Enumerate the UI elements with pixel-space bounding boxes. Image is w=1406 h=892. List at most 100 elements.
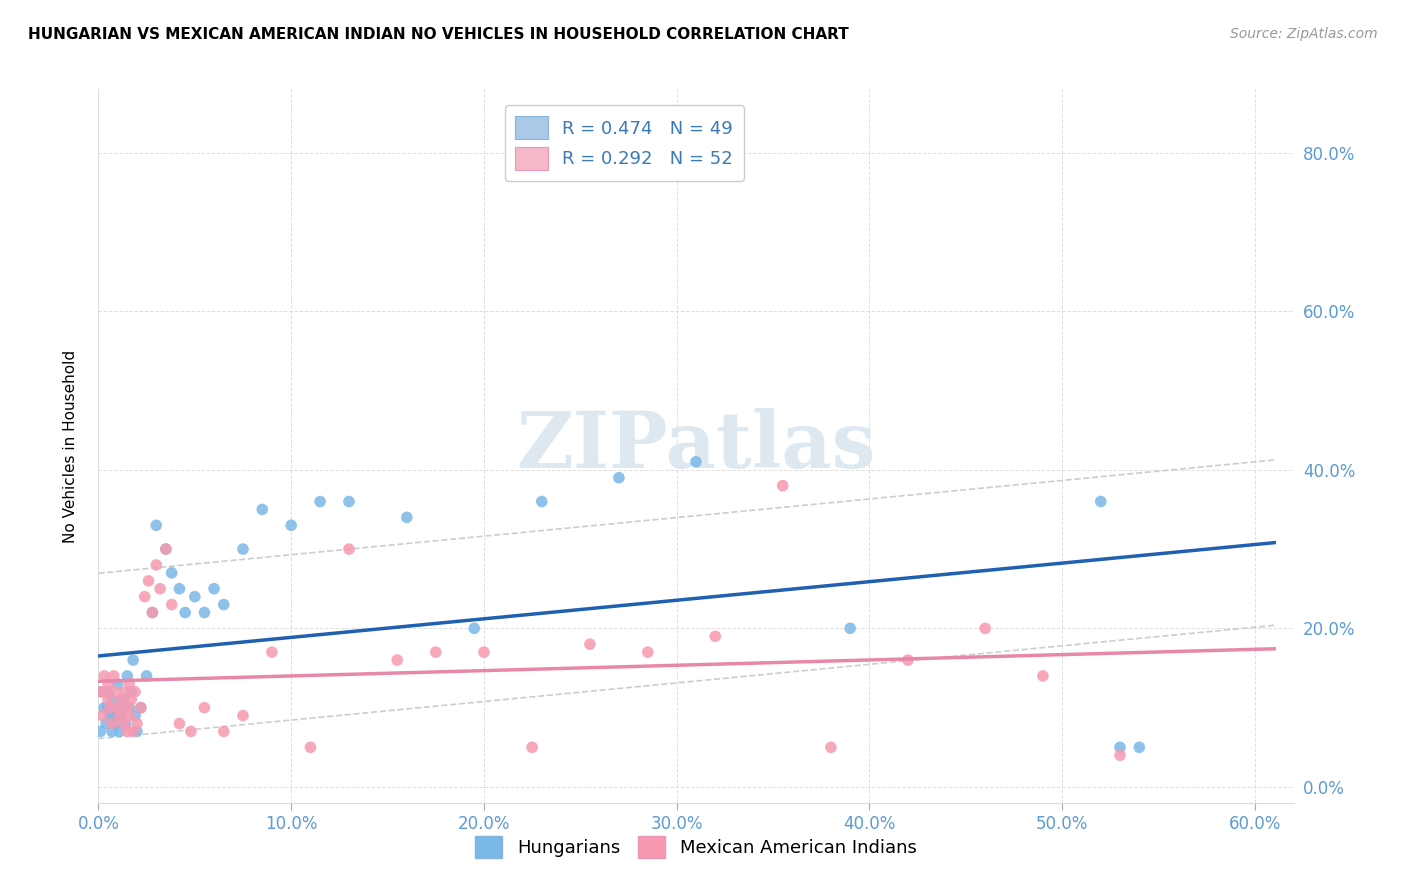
Point bbox=[91, 685, 114, 699]
Point bbox=[160, 566, 183, 580]
Point bbox=[607, 471, 630, 485]
Point bbox=[1109, 748, 1132, 763]
Point bbox=[93, 700, 115, 714]
Point bbox=[1128, 740, 1150, 755]
Point bbox=[212, 598, 235, 612]
Point bbox=[97, 700, 120, 714]
Point bbox=[89, 685, 111, 699]
Point bbox=[104, 685, 127, 699]
Point bbox=[193, 700, 215, 714]
Point bbox=[141, 606, 163, 620]
Point bbox=[202, 582, 225, 596]
Point bbox=[94, 685, 117, 699]
Point bbox=[125, 724, 148, 739]
Point bbox=[107, 700, 129, 714]
Point bbox=[232, 708, 254, 723]
Point bbox=[89, 724, 111, 739]
Point bbox=[91, 708, 114, 723]
Point bbox=[101, 692, 124, 706]
Point bbox=[129, 700, 152, 714]
Point bbox=[122, 724, 145, 739]
Point bbox=[118, 677, 141, 691]
Point bbox=[212, 724, 235, 739]
Point bbox=[108, 724, 131, 739]
Point bbox=[337, 542, 360, 557]
Point bbox=[337, 494, 360, 508]
Point bbox=[385, 653, 409, 667]
Point bbox=[897, 653, 920, 667]
Point bbox=[120, 685, 142, 699]
Point bbox=[117, 669, 139, 683]
Point bbox=[174, 606, 197, 620]
Point bbox=[637, 645, 659, 659]
Point bbox=[184, 590, 207, 604]
Point bbox=[685, 455, 707, 469]
Point bbox=[820, 740, 842, 755]
Point bbox=[107, 700, 129, 714]
Point bbox=[193, 606, 215, 620]
Point bbox=[260, 645, 283, 659]
Point bbox=[101, 724, 124, 739]
Point bbox=[118, 708, 141, 723]
Point bbox=[141, 606, 163, 620]
Point bbox=[149, 582, 172, 596]
Text: ZIPatlas: ZIPatlas bbox=[516, 408, 876, 484]
Point bbox=[974, 621, 997, 635]
Point bbox=[104, 716, 127, 731]
Point bbox=[97, 685, 120, 699]
Text: Source: ZipAtlas.com: Source: ZipAtlas.com bbox=[1230, 27, 1378, 41]
Point bbox=[114, 685, 136, 699]
Point bbox=[463, 621, 485, 635]
Point bbox=[94, 716, 117, 731]
Point bbox=[98, 708, 121, 723]
Point bbox=[309, 494, 332, 508]
Point bbox=[299, 740, 322, 755]
Point bbox=[135, 669, 157, 683]
Point bbox=[280, 518, 302, 533]
Point bbox=[169, 716, 191, 731]
Point bbox=[169, 582, 191, 596]
Point bbox=[1032, 669, 1054, 683]
Point bbox=[129, 700, 152, 714]
Point bbox=[108, 708, 131, 723]
Point bbox=[117, 700, 139, 714]
Point bbox=[395, 510, 418, 524]
Point bbox=[520, 740, 543, 755]
Y-axis label: No Vehicles in Household: No Vehicles in Household bbox=[63, 350, 77, 542]
Point bbox=[155, 542, 177, 557]
Point bbox=[98, 700, 121, 714]
Point bbox=[160, 598, 183, 612]
Point bbox=[110, 708, 132, 723]
Point bbox=[103, 669, 125, 683]
Point bbox=[839, 621, 862, 635]
Legend: Hungarians, Mexican American Indians: Hungarians, Mexican American Indians bbox=[468, 829, 924, 865]
Point bbox=[579, 637, 602, 651]
Point bbox=[120, 692, 142, 706]
Point bbox=[155, 542, 177, 557]
Point bbox=[180, 724, 202, 739]
Point bbox=[124, 708, 146, 723]
Point bbox=[122, 653, 145, 667]
Point bbox=[425, 645, 447, 659]
Point bbox=[118, 700, 141, 714]
Point bbox=[772, 478, 794, 492]
Point bbox=[112, 716, 135, 731]
Point bbox=[472, 645, 495, 659]
Point bbox=[704, 629, 727, 643]
Point bbox=[97, 677, 120, 691]
Point bbox=[93, 669, 115, 683]
Point bbox=[101, 716, 124, 731]
Point bbox=[134, 590, 156, 604]
Text: HUNGARIAN VS MEXICAN AMERICAN INDIAN NO VEHICLES IN HOUSEHOLD CORRELATION CHART: HUNGARIAN VS MEXICAN AMERICAN INDIAN NO … bbox=[28, 27, 849, 42]
Point bbox=[138, 574, 160, 588]
Point bbox=[530, 494, 553, 508]
Point bbox=[252, 502, 274, 516]
Point bbox=[125, 716, 148, 731]
Point bbox=[232, 542, 254, 557]
Point bbox=[110, 692, 132, 706]
Point bbox=[107, 677, 129, 691]
Point bbox=[103, 708, 125, 723]
Point bbox=[97, 692, 120, 706]
Point bbox=[114, 716, 136, 731]
Point bbox=[117, 724, 139, 739]
